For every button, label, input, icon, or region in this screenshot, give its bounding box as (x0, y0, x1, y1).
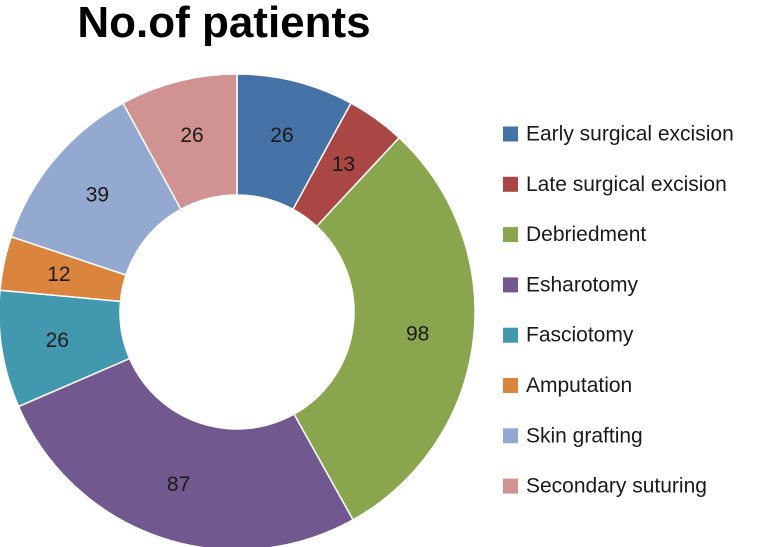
slice-esharotomy (17, 357, 355, 547)
data-label-secondary-suturing: 26 (180, 124, 203, 147)
legend-swatch-amputation (503, 378, 518, 393)
legend-label-esharotomy: Esharotomy (526, 273, 639, 296)
data-label-amputation: 12 (47, 263, 70, 286)
legend-label-amputation: Amputation (526, 374, 632, 397)
legend-label-late-surgical-excision: Late surgical excision (526, 173, 727, 196)
legend-label-fasciotomy: Fasciotomy (526, 324, 634, 347)
legend-label-early-surgical-excision: Early surgical excision (526, 123, 734, 146)
legend-label-secondary-suturing: Secondary suturing (526, 475, 707, 498)
data-label-early-surgical-excision: 26 (270, 124, 293, 147)
data-label-fasciotomy: 26 (46, 329, 69, 352)
slice-debriedment (293, 136, 476, 521)
legend-swatch-esharotomy (503, 277, 518, 293)
data-label-debriedment: 98 (406, 322, 429, 345)
legend-label-skin-grafting: Skin grafting (526, 424, 643, 447)
data-label-esharotomy: 87 (167, 473, 190, 496)
donut-slices (0, 73, 476, 547)
slice-fasciotomy (0, 289, 131, 408)
data-label-late-surgical-excision: 13 (332, 153, 355, 176)
slice-secondary-suturing (121, 73, 238, 211)
legend-label-debriedment: Debriedment (526, 223, 646, 246)
legend-swatch-late-surgical-excision (503, 176, 518, 192)
legend-swatch-secondary-suturing (503, 478, 518, 494)
chart-title: No.of patients (77, 0, 370, 47)
legend-swatch-fasciotomy (503, 327, 518, 343)
legend-swatch-skin-grafting (503, 428, 518, 444)
chart-legend: Early surgical excision Late surgical exc… (503, 123, 734, 498)
legend-swatch-debriedment (503, 227, 518, 243)
legend-swatch-early-surgical-excision (503, 126, 518, 142)
data-labels: 26 13 98 87 26 12 39 26 (46, 124, 430, 496)
data-label-skin-grafting: 39 (86, 184, 109, 207)
